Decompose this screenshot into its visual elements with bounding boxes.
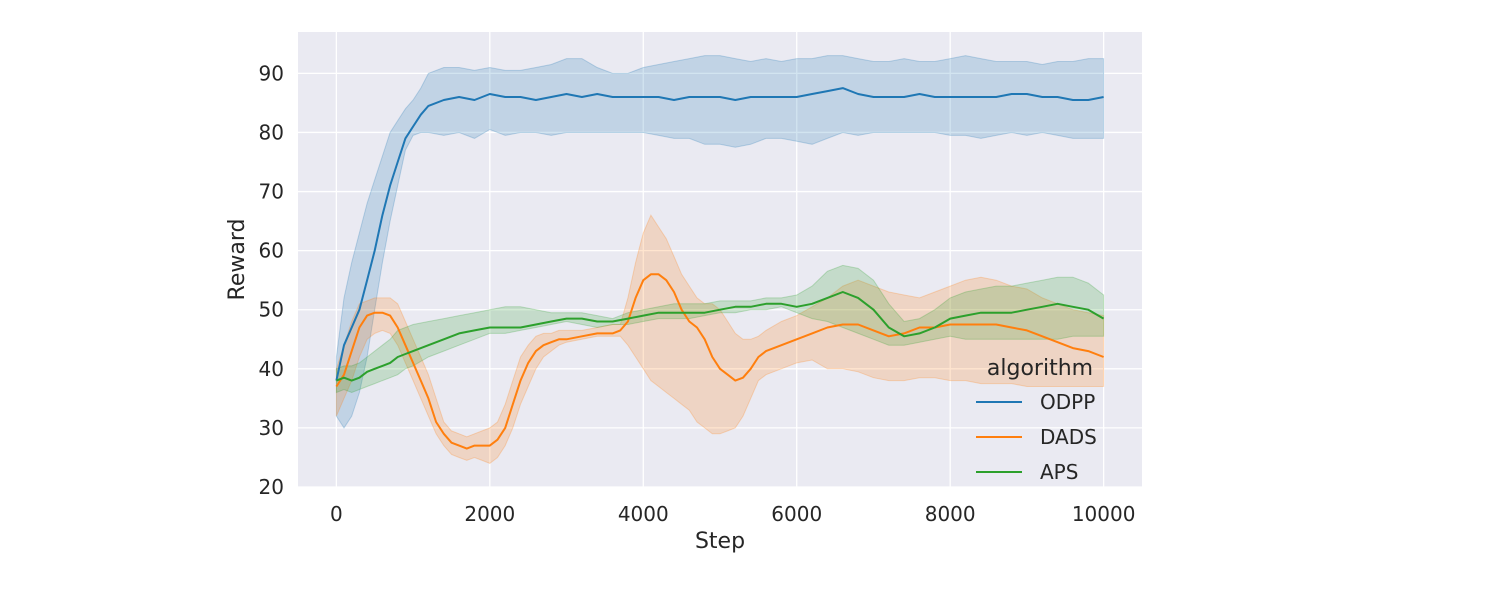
x-tick-label: 8000 <box>925 502 976 526</box>
band-odpp <box>335 55 1105 429</box>
y-axis-ticks: 20 30 40 50 60 70 80 90 <box>259 61 284 499</box>
legend-label-dads: DADS <box>1040 425 1097 449</box>
confidence-bands <box>335 55 1105 464</box>
x-axis-ticks: 0 2000 4000 6000 8000 10000 <box>330 502 1135 526</box>
y-tick-label: 30 <box>259 416 284 440</box>
legend-label-odpp: ODPP <box>1040 390 1095 414</box>
y-tick-label: 40 <box>259 357 284 381</box>
series-lines <box>335 87 1105 450</box>
y-tick-label: 60 <box>259 239 284 263</box>
x-tick-label: 4000 <box>618 502 669 526</box>
x-tick-label: 2000 <box>464 502 515 526</box>
x-axis-label: Step <box>695 529 745 554</box>
x-tick-label: 6000 <box>771 502 822 526</box>
x-tick-label: 10000 <box>1072 502 1136 526</box>
legend-title: algorithm <box>987 356 1093 381</box>
plot-area <box>298 32 1142 487</box>
legend: algorithm ODPP DADS APS <box>976 356 1097 484</box>
line-aps <box>336 291 1105 382</box>
y-tick-label: 20 <box>259 475 284 499</box>
legend-label-aps: APS <box>1040 460 1078 484</box>
y-tick-label: 50 <box>259 298 284 322</box>
band-dads <box>335 214 1105 464</box>
y-tick-label: 70 <box>259 180 284 204</box>
line-odpp <box>335 87 1104 381</box>
x-tick-label: 0 <box>330 502 343 526</box>
band-aps <box>335 264 1105 394</box>
y-tick-label: 90 <box>259 61 284 85</box>
y-tick-label: 80 <box>259 120 284 144</box>
line-dads <box>335 273 1104 450</box>
y-axis-label: Reward <box>225 219 250 301</box>
